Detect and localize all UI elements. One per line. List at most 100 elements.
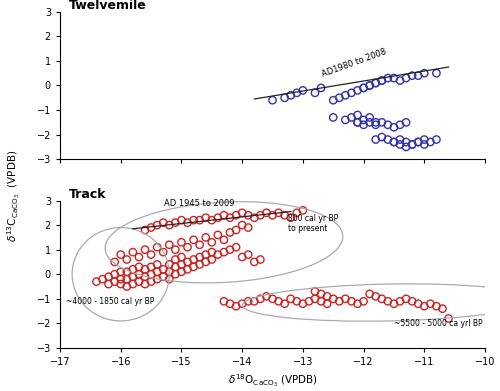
Point	[317, 298, 325, 305]
Point	[226, 247, 234, 253]
Point	[402, 144, 410, 150]
Point	[214, 215, 222, 221]
Point	[390, 139, 398, 145]
Point	[299, 87, 307, 93]
Point	[92, 278, 100, 285]
Point	[153, 269, 161, 275]
Point	[208, 249, 216, 255]
Point	[172, 264, 179, 270]
Point	[366, 119, 374, 126]
Point	[293, 298, 301, 305]
Point	[262, 293, 270, 300]
Point	[238, 210, 246, 216]
Point	[141, 281, 149, 287]
Point	[129, 249, 137, 255]
Point	[366, 83, 374, 89]
Point	[342, 92, 349, 99]
Text: Track: Track	[68, 188, 106, 201]
Point	[299, 301, 307, 307]
Point	[178, 217, 186, 223]
Point	[329, 97, 337, 103]
Point	[432, 136, 440, 143]
Text: AD1980 to 2008: AD1980 to 2008	[321, 47, 388, 79]
X-axis label: $\delta^{18}$O$_{\mathregular{CaCO_3}}$ (VPDB): $\delta^{18}$O$_{\mathregular{CaCO_3}}$ …	[228, 373, 318, 389]
Point	[378, 134, 386, 140]
Point	[232, 212, 240, 219]
Point	[348, 298, 356, 305]
Point	[208, 256, 216, 263]
Point	[372, 136, 380, 143]
Point	[238, 222, 246, 228]
Point	[129, 274, 137, 280]
Point	[226, 215, 234, 221]
Point	[172, 247, 179, 253]
Point	[438, 305, 446, 312]
Point	[268, 212, 276, 219]
Point	[166, 269, 173, 275]
Point	[286, 92, 294, 99]
Point	[190, 256, 198, 263]
Point	[268, 97, 276, 103]
Point	[238, 301, 246, 307]
Point	[244, 224, 252, 231]
Point	[360, 85, 368, 91]
Point	[220, 237, 228, 243]
Point	[372, 122, 380, 128]
Point	[190, 237, 198, 243]
Point	[426, 139, 434, 145]
Point	[408, 141, 416, 147]
Point	[226, 230, 234, 236]
Point	[372, 119, 380, 126]
Point	[354, 301, 362, 307]
Point	[250, 298, 258, 305]
Point	[268, 296, 276, 302]
Point	[238, 254, 246, 260]
Point	[159, 249, 167, 255]
Point	[202, 259, 209, 265]
Point	[390, 124, 398, 130]
Point	[360, 122, 368, 128]
Point	[414, 72, 422, 79]
Point	[317, 85, 325, 91]
Point	[159, 274, 167, 280]
Point	[172, 256, 179, 263]
Point	[342, 296, 349, 302]
Point	[116, 276, 124, 282]
Point	[378, 77, 386, 84]
Point	[110, 271, 118, 277]
Point	[123, 276, 131, 282]
Point	[420, 141, 428, 147]
Point	[116, 269, 124, 275]
Point	[202, 234, 209, 240]
Point	[196, 261, 203, 267]
Point	[360, 117, 368, 123]
Point	[256, 296, 264, 302]
Point	[184, 259, 192, 265]
Point	[378, 296, 386, 302]
Point	[360, 298, 368, 305]
Point	[214, 232, 222, 238]
Point	[402, 139, 410, 145]
Point	[323, 293, 331, 300]
Point	[220, 212, 228, 219]
Point	[274, 210, 282, 216]
Point	[135, 278, 143, 285]
Text: $\delta^{13}$C$_{\mathregular{CaCO_3}}$  (VPDB): $\delta^{13}$C$_{\mathregular{CaCO_3}}$ …	[5, 149, 22, 242]
Point	[116, 251, 124, 258]
Point	[178, 254, 186, 260]
Point	[293, 90, 301, 96]
Point	[110, 278, 118, 285]
Point	[311, 288, 319, 294]
Point	[166, 222, 173, 228]
Point	[178, 269, 186, 275]
Point	[390, 301, 398, 307]
Point	[116, 281, 124, 287]
Point	[384, 298, 392, 305]
Point	[280, 95, 288, 101]
Point	[166, 242, 173, 248]
Point	[232, 303, 240, 309]
Point	[129, 266, 137, 273]
Point	[153, 222, 161, 228]
Point	[336, 95, 344, 101]
Point	[250, 259, 258, 265]
